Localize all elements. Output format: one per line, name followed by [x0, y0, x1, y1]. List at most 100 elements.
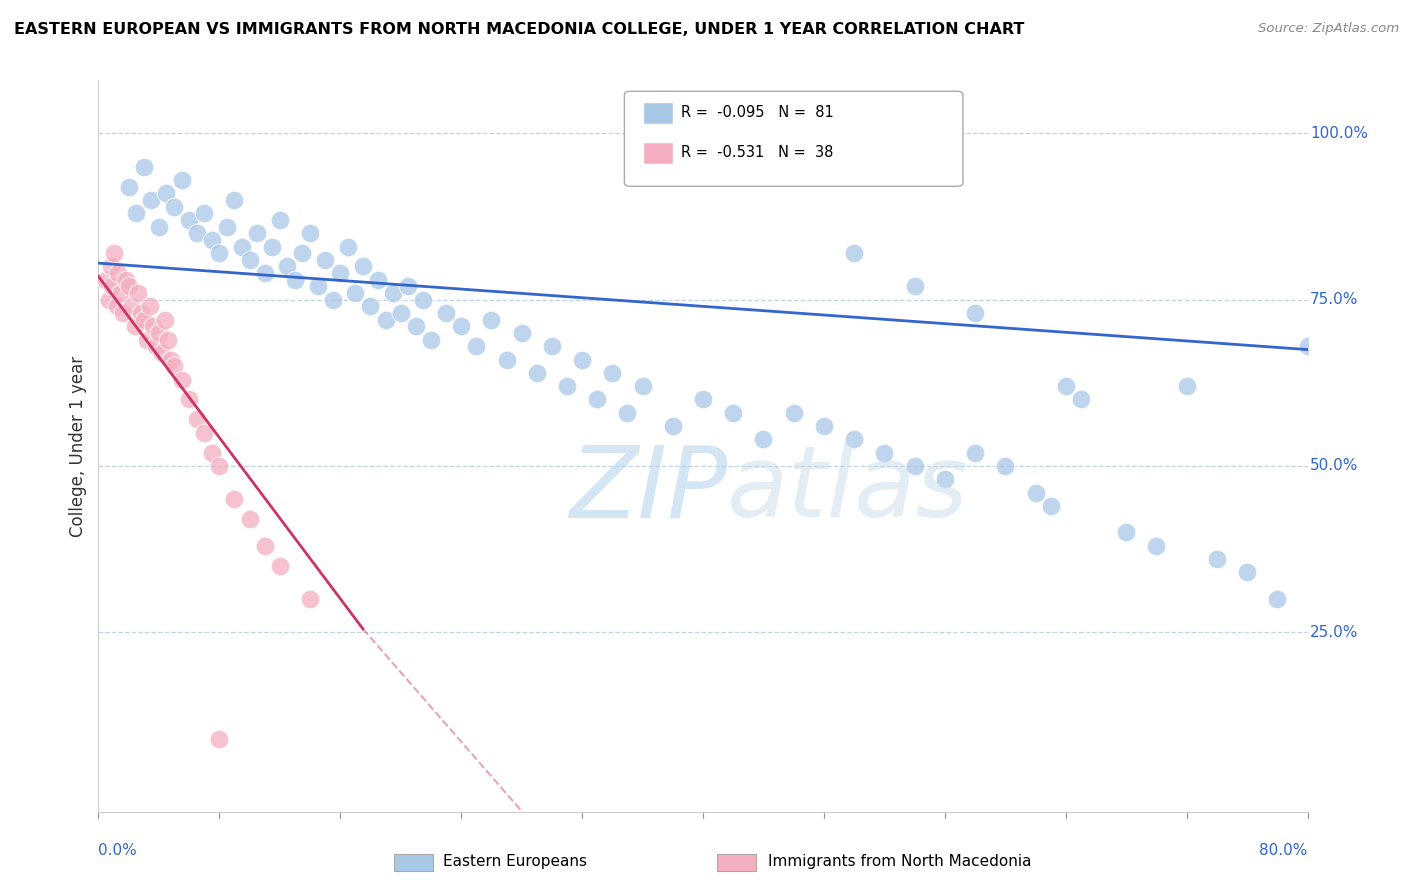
Text: 50.0%: 50.0%	[1310, 458, 1358, 474]
Point	[661, 419, 683, 434]
Point	[105, 299, 128, 313]
Point	[262, 239, 284, 253]
Point	[118, 179, 141, 194]
Point	[110, 286, 132, 301]
Point	[1024, 485, 1046, 500]
Point	[352, 260, 374, 274]
Point	[145, 339, 167, 353]
Point	[246, 226, 269, 240]
Point	[170, 372, 193, 386]
Text: 100.0%: 100.0%	[1310, 126, 1368, 141]
Point	[124, 319, 146, 334]
Point	[322, 293, 344, 307]
Point	[201, 233, 224, 247]
Point	[1236, 566, 1258, 580]
Point	[602, 366, 624, 380]
Text: 25.0%: 25.0%	[1310, 624, 1358, 640]
Point	[965, 445, 987, 459]
Point	[129, 306, 152, 320]
Point	[314, 252, 336, 267]
Point	[721, 406, 744, 420]
Point	[374, 312, 396, 326]
Point	[114, 273, 136, 287]
Point	[135, 333, 157, 347]
Point	[269, 213, 291, 227]
Point	[1144, 539, 1167, 553]
Point	[215, 219, 238, 234]
Point	[434, 306, 457, 320]
Point	[186, 226, 208, 240]
Point	[904, 458, 927, 473]
Bar	[643, 103, 672, 124]
Text: R =  -0.095   N =  81: R = -0.095 N = 81	[682, 105, 834, 120]
Point	[253, 266, 276, 280]
Point	[208, 731, 231, 746]
Point	[121, 299, 143, 313]
Y-axis label: College, Under 1 year: College, Under 1 year	[69, 355, 87, 537]
Point	[193, 206, 215, 220]
Point	[336, 239, 359, 253]
Point	[540, 339, 562, 353]
Point	[299, 591, 322, 606]
Point	[526, 366, 548, 380]
Point	[1070, 392, 1092, 407]
Point	[107, 266, 129, 280]
Point	[163, 359, 186, 374]
Point	[224, 492, 246, 507]
Point	[965, 306, 987, 320]
Point	[125, 206, 148, 220]
Point	[844, 246, 866, 260]
Point	[1054, 379, 1077, 393]
Point	[155, 186, 177, 201]
Point	[111, 306, 134, 320]
Point	[1206, 552, 1229, 566]
Point	[412, 293, 434, 307]
Point	[239, 512, 262, 526]
Point	[208, 458, 231, 473]
Point	[177, 213, 201, 227]
Point	[450, 319, 472, 334]
Point	[186, 412, 208, 426]
Point	[224, 193, 246, 207]
Text: atlas: atlas	[727, 442, 969, 539]
Point	[1175, 379, 1198, 393]
Point	[156, 333, 179, 347]
Point	[132, 160, 155, 174]
Point	[555, 379, 578, 393]
Point	[150, 346, 173, 360]
Point	[382, 286, 405, 301]
Text: ZIP: ZIP	[569, 442, 727, 539]
Point	[465, 339, 488, 353]
Point	[127, 286, 149, 301]
Point	[586, 392, 609, 407]
Point	[118, 279, 141, 293]
Point	[153, 312, 176, 326]
Point	[103, 246, 125, 260]
Point	[208, 246, 231, 260]
Text: EASTERN EUROPEAN VS IMMIGRANTS FROM NORTH MACEDONIA COLLEGE, UNDER 1 YEAR CORREL: EASTERN EUROPEAN VS IMMIGRANTS FROM NORT…	[14, 22, 1025, 37]
Text: Eastern Europeans: Eastern Europeans	[443, 855, 586, 869]
Point	[360, 299, 382, 313]
Point	[481, 312, 503, 326]
Point	[844, 433, 866, 447]
Point	[329, 266, 352, 280]
Text: R =  -0.531   N =  38: R = -0.531 N = 38	[682, 145, 834, 161]
FancyBboxPatch shape	[624, 91, 963, 186]
Point	[291, 246, 314, 260]
Point	[141, 193, 163, 207]
Point	[994, 458, 1017, 473]
Point	[160, 352, 183, 367]
Point	[571, 352, 593, 367]
Point	[139, 299, 162, 313]
Point	[148, 219, 170, 234]
Point	[616, 406, 638, 420]
Point	[239, 252, 262, 267]
Point	[367, 273, 389, 287]
Point	[269, 558, 291, 573]
Point	[389, 306, 412, 320]
Point	[419, 333, 441, 347]
Point	[253, 539, 276, 553]
Point	[284, 273, 307, 287]
Point	[692, 392, 714, 407]
Point	[276, 260, 298, 274]
